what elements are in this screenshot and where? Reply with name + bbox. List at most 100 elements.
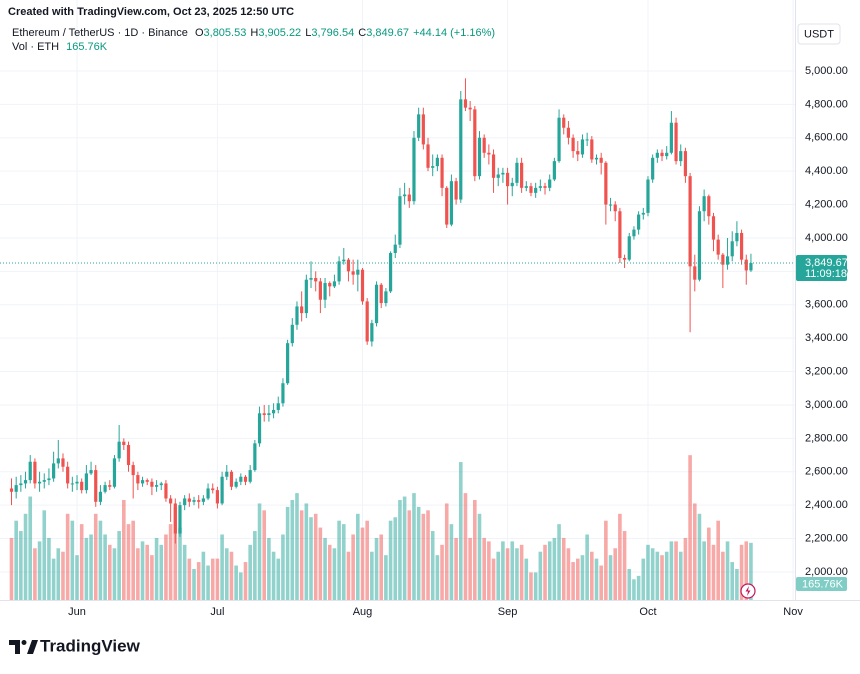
volume-bar <box>744 541 749 600</box>
candle-body <box>665 152 669 157</box>
volume-bar <box>510 541 515 600</box>
volume-bar <box>295 493 299 600</box>
candle-body <box>131 465 135 476</box>
candle-layer <box>9 78 753 544</box>
volume-label-box <box>796 577 847 591</box>
volume-bar <box>178 527 182 600</box>
x-tick-label: Aug <box>353 606 373 618</box>
volume-bar <box>529 572 533 600</box>
candle-body <box>42 480 46 482</box>
brand-mark[interactable] <box>21 640 27 645</box>
volume-legend-row: Vol · ETH 165.76K <box>12 41 108 53</box>
volume-bar <box>543 544 547 600</box>
candle-body <box>477 137 482 177</box>
volume-bar <box>482 537 486 600</box>
brand-name[interactable]: TradingView <box>40 636 141 655</box>
brand-mark[interactable] <box>27 640 38 654</box>
volume-bar <box>524 558 529 600</box>
candle-body <box>683 151 688 177</box>
candle-body <box>243 476 248 482</box>
volume-bar <box>341 524 346 600</box>
brand-mark[interactable] <box>9 640 20 654</box>
volume-bar <box>561 537 566 600</box>
volume-bar <box>664 551 669 600</box>
volume-bar <box>220 534 224 600</box>
candle-body <box>679 151 683 162</box>
candle-body <box>98 491 103 502</box>
volume-bar <box>454 537 458 600</box>
candle-body <box>655 152 659 158</box>
volume-bar <box>164 534 168 600</box>
volume-bar <box>739 544 744 600</box>
currency-box[interactable] <box>797 23 841 45</box>
candle-body <box>304 279 308 314</box>
candle-body <box>398 196 402 245</box>
volume-bar <box>150 555 154 600</box>
volume-bar <box>47 537 51 600</box>
candle-body <box>56 458 60 464</box>
volume-bar <box>285 506 290 600</box>
volume-bar <box>735 568 739 600</box>
volume-bar <box>468 537 472 600</box>
candle-body <box>164 483 168 499</box>
candle-body <box>562 117 566 128</box>
candle-body <box>52 463 56 479</box>
volume-bar <box>299 510 304 600</box>
candle-body <box>702 196 706 212</box>
legend-key: H <box>250 27 258 39</box>
candle-body <box>314 278 318 282</box>
candle-body <box>426 144 430 168</box>
candle-body <box>543 186 547 188</box>
volume-bar <box>618 513 622 600</box>
candle-body <box>688 176 692 267</box>
volume-bar <box>196 562 201 600</box>
volume-bar <box>112 548 117 600</box>
volume-bar <box>608 555 613 600</box>
volume-bar <box>632 579 636 600</box>
candle-body <box>374 284 379 324</box>
volume-bar <box>692 503 697 600</box>
realtime-icon[interactable] <box>740 583 756 599</box>
candle-body <box>604 162 608 205</box>
legend-open: 3,805.53 <box>204 27 247 39</box>
candle-body <box>716 239 720 255</box>
candle-body <box>590 139 594 160</box>
candle-body <box>637 214 641 230</box>
y-tick-label: 2,400.00 <box>805 499 848 511</box>
volume-bar <box>318 527 323 600</box>
volume-bar <box>206 565 210 600</box>
y-tick-label: 3,000.00 <box>805 399 848 411</box>
volume-bar <box>407 510 412 600</box>
candle-body <box>19 483 23 486</box>
volume-bar <box>721 551 725 600</box>
candle-body <box>286 343 290 384</box>
x-tick-label: Jun <box>68 606 86 618</box>
volume-bar <box>571 562 575 600</box>
volume-bar <box>604 520 608 600</box>
currency[interactable]: USDT <box>804 28 834 40</box>
countdown: 11:09:18 <box>805 268 847 280</box>
volume-bar <box>75 555 79 600</box>
candle-body <box>599 157 603 163</box>
candle-body <box>84 473 88 491</box>
volume-bar <box>416 506 421 600</box>
legend-row: Ethereum / TetherUS · 1D · Binance O3,80… <box>12 27 495 39</box>
volume-bar <box>575 558 580 600</box>
legend-key: C <box>358 27 366 39</box>
candle-body <box>744 259 748 271</box>
volume-bar <box>56 548 61 600</box>
candle-body <box>197 500 201 502</box>
candle-body <box>318 281 322 300</box>
volume-bar <box>159 544 164 600</box>
candle-body <box>276 403 280 410</box>
realtime-icon-bolt[interactable] <box>745 586 751 596</box>
candle-body <box>473 109 477 177</box>
volume-bar <box>379 534 384 600</box>
x-tick-label: Nov <box>783 606 803 618</box>
volume-bar <box>398 500 402 600</box>
candle-body <box>159 483 163 486</box>
volume-bar <box>154 537 159 600</box>
brand-logo[interactable]: TradingView <box>9 636 141 655</box>
candle-body <box>365 301 369 342</box>
volume-bar <box>281 534 285 600</box>
